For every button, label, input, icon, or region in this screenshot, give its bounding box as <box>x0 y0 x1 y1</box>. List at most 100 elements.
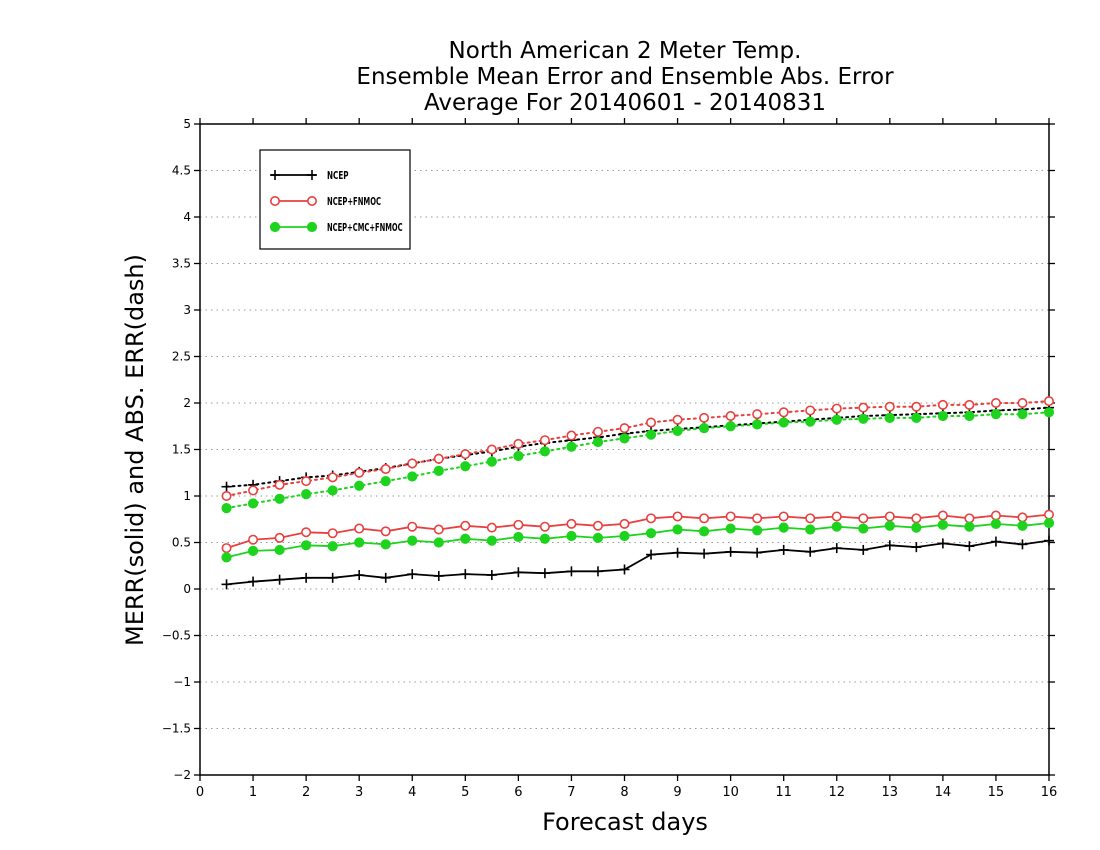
y-tick-label: 2 <box>183 396 191 410</box>
abs-err-point <box>858 413 869 424</box>
x-tick-label: 6 <box>514 785 522 800</box>
abs-err-point <box>354 467 365 478</box>
merr-point <box>831 521 842 532</box>
abs-err-point <box>433 453 444 464</box>
abs-err-point <box>937 410 948 422</box>
y-tick-label: 4 <box>183 210 191 224</box>
merr-point <box>725 523 736 534</box>
merr-point <box>486 570 497 581</box>
abs-err-point <box>778 417 789 428</box>
abs-err-point <box>566 430 577 441</box>
merr-point <box>247 545 259 556</box>
series-ncep-fnmoc <box>221 396 1055 554</box>
merr-point <box>884 540 895 551</box>
abs-err-point <box>1017 397 1028 408</box>
merr-point <box>460 520 471 531</box>
abs-err-point <box>646 417 657 428</box>
merr-point <box>221 552 232 563</box>
abs-err-point <box>805 405 816 416</box>
series-ncep-cmc-fnmoc <box>221 407 1055 563</box>
merr-point <box>778 522 789 533</box>
merr-point <box>1043 517 1055 529</box>
merr-point <box>354 570 365 581</box>
abs-err-point <box>566 441 577 452</box>
abs-err-point <box>831 403 842 414</box>
chart-title-line-1: North American 2 Meter Temp. <box>448 38 802 64</box>
merr-point <box>274 544 285 556</box>
y-tick-label: 1.5 <box>172 443 191 457</box>
merr-point <box>990 510 1001 521</box>
merr-point <box>831 543 842 554</box>
abs-err-point <box>990 397 1001 408</box>
merr-point <box>858 523 869 534</box>
merr-point <box>566 518 577 529</box>
abs-err-point <box>805 416 816 427</box>
merr-point <box>698 526 710 537</box>
abs-err-point <box>221 490 232 501</box>
x-tick-label: 11 <box>775 785 792 800</box>
legend-marker <box>306 196 317 207</box>
abs-err-point <box>725 421 736 432</box>
merr-point <box>592 520 603 531</box>
merr-point <box>433 524 444 535</box>
abs-err-point <box>1044 396 1055 407</box>
merr-point <box>1017 512 1028 523</box>
abs-err-point <box>486 456 497 467</box>
abs-err-point <box>672 414 683 425</box>
y-tick-label: 2.5 <box>172 350 191 364</box>
y-tick-label: 0.5 <box>172 536 191 550</box>
x-tick-label: 8 <box>620 785 628 800</box>
legend-label: NCEP+FNMOC <box>327 195 381 208</box>
merr-point <box>752 547 763 558</box>
abs-err-point <box>884 401 895 412</box>
merr-line <box>226 539 1050 586</box>
abs-err-point <box>539 446 551 457</box>
merr-point <box>486 535 497 546</box>
abs-err-point <box>911 401 922 412</box>
x-tick-label: 13 <box>882 785 899 800</box>
merr-point <box>619 564 630 575</box>
y-tick-label: 3.5 <box>172 257 191 271</box>
merr-point <box>752 513 763 524</box>
merr-point <box>460 569 471 580</box>
merr-point <box>301 540 312 551</box>
merr-point <box>301 527 312 538</box>
merr-point <box>354 537 365 548</box>
abs-err-point <box>247 498 259 509</box>
merr-point <box>831 511 842 522</box>
merr-point <box>592 532 604 543</box>
chart-title-line-3: Average For 20140601 - 20140831 <box>423 90 827 116</box>
merr-point <box>513 519 524 530</box>
y-tick-label: 1 <box>183 489 191 503</box>
merr-point <box>646 549 657 560</box>
merr-point <box>937 510 948 521</box>
merr-point <box>937 538 948 549</box>
merr-point <box>858 513 869 524</box>
y-tick-label: 3 <box>183 303 191 317</box>
y-axis-label: MERR(solid) and ABS. ERR(dash) <box>121 254 149 646</box>
merr-point <box>911 542 922 553</box>
merr-point <box>221 543 232 554</box>
abs-err-point <box>990 409 1002 420</box>
merr-point <box>354 523 365 534</box>
merr-point <box>937 519 948 530</box>
merr-point <box>672 524 683 535</box>
abs-err-point <box>327 485 338 496</box>
merr-point <box>566 530 577 542</box>
merr-point <box>566 566 577 577</box>
abs-err-point <box>221 481 232 492</box>
merr-point <box>990 536 1001 547</box>
abs-err-point <box>672 425 683 436</box>
abs-err-point <box>460 449 471 460</box>
x-tick-label: 9 <box>673 785 681 800</box>
merr-point <box>964 521 975 532</box>
merr-point <box>911 522 922 533</box>
abs-err-point <box>592 426 603 437</box>
abs-err-point <box>752 419 763 430</box>
x-tick-label: 1 <box>249 785 257 800</box>
legend-marker <box>307 170 317 180</box>
merr-point <box>672 511 683 522</box>
abs-err-line <box>225 400 1050 497</box>
abs-err-point <box>725 411 736 422</box>
abs-err-point <box>645 429 657 440</box>
